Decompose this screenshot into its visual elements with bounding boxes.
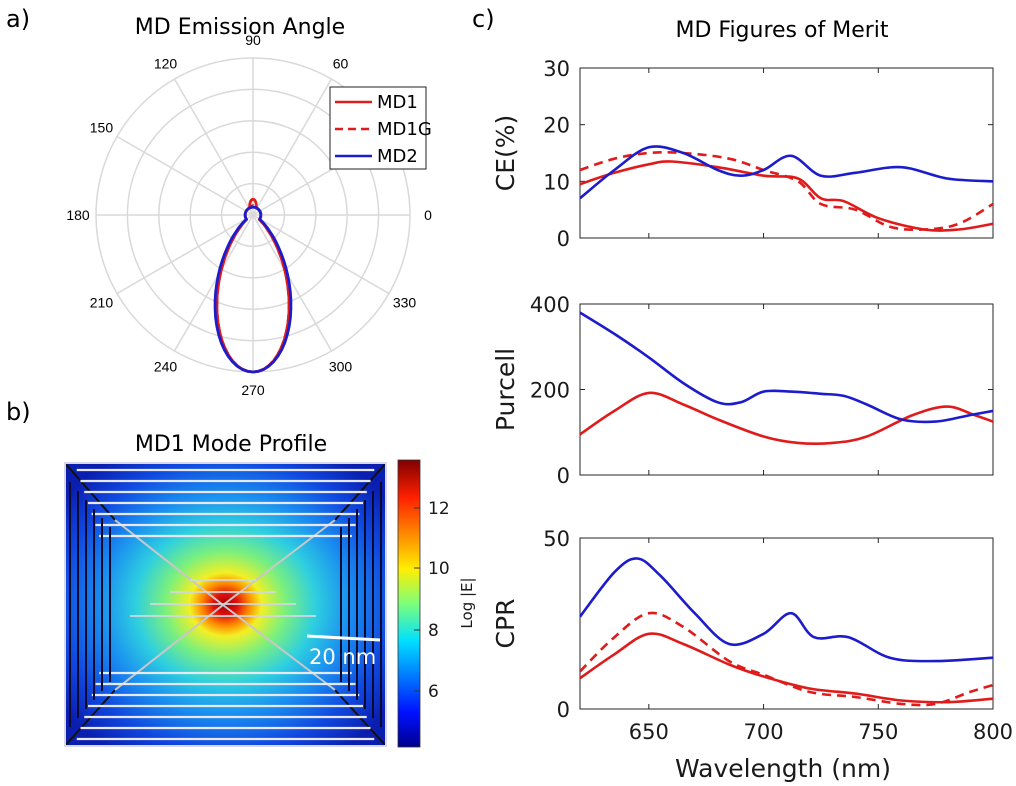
x-tick-label: 700: [744, 720, 784, 744]
polar-spoke: [252, 78, 333, 216]
panel-label-a: a): [6, 5, 30, 33]
structure-edge: [334, 689, 387, 747]
y-tick-label: 0: [557, 464, 570, 488]
series-line-md1: [580, 160, 993, 232]
polar-spoke: [116, 214, 254, 295]
polar-series-md2: [213, 205, 293, 374]
polar-tick-label: 150: [90, 120, 114, 136]
series-group: [580, 557, 993, 707]
polar-tick-label: 180: [66, 207, 90, 223]
y-tick-label: 50: [543, 527, 570, 551]
polar-curves: [213, 197, 293, 374]
y-axis-label: CPR: [491, 599, 520, 649]
scale-bar-label: 20 nm: [309, 645, 376, 669]
polar-legend: MD1 MD1G MD2: [329, 86, 432, 170]
panel-cpr: 50 0 650 700 750 800 CPR: [491, 527, 1013, 744]
fom-title: MD Figures of Merit: [675, 18, 888, 43]
series-group: [580, 145, 993, 232]
polar-tick-label: 120: [154, 55, 178, 71]
polar-spoke: [173, 214, 254, 352]
legend-label-md1: MD1: [377, 92, 418, 113]
panel-purcell: 400 200 0 Purcell: [491, 293, 994, 488]
structure-edge: [222, 519, 336, 606]
polar-tick-label: 270: [241, 382, 265, 398]
polar-tick-label: 60: [333, 55, 349, 71]
plot-frame: [579, 537, 994, 710]
structure-edge: [222, 604, 336, 691]
y-tick-label: 30: [543, 57, 570, 81]
y-axis-label: CE(%): [491, 115, 520, 192]
mode-profile-title: MD1 Mode Profile: [135, 432, 327, 457]
legend-label-md2: MD2: [377, 146, 418, 167]
series-line-md2: [580, 557, 993, 663]
colorbar-label: Log |E|: [458, 577, 476, 628]
structure-boundary: [64, 462, 387, 747]
series-line-md1g: [580, 151, 993, 232]
series-line-md2: [580, 311, 993, 424]
y-tick-label: 400: [530, 293, 570, 317]
series-line-md1: [580, 632, 993, 704]
plot-frame: [579, 67, 994, 239]
colorbar-tick-label: 6: [428, 682, 439, 702]
series-line-md1g: [580, 611, 993, 707]
nanostructure-outline: [64, 462, 387, 747]
x-tick-label: 650: [629, 720, 669, 744]
polar-spoke: [173, 78, 254, 216]
y-axis-label: Purcell: [491, 348, 520, 431]
structure-edge: [114, 604, 224, 691]
polar-tick-label: 330: [393, 295, 417, 311]
structure-edge: [64, 689, 116, 747]
x-axis-label: Wavelength (nm): [675, 754, 891, 783]
colorbar: [397, 459, 421, 748]
figures-of-merit: 30 20 10 0 CE(%) 400 200 0 Purcell 50 0 650 700 750 80…: [491, 57, 1013, 744]
y-tick-label: 0: [557, 227, 570, 251]
plot-frame: [579, 303, 994, 476]
x-tick-label: 750: [858, 720, 898, 744]
polar-spoke: [252, 214, 390, 295]
y-tick-label: 0: [557, 698, 570, 722]
polar-tick-label: 210: [90, 295, 114, 311]
polar-spoke: [116, 135, 254, 216]
polar-tick-label: 300: [329, 359, 353, 375]
y-tick-label: 10: [543, 170, 570, 194]
y-tick-label: 200: [530, 379, 570, 403]
scale-bar: [306, 634, 381, 642]
series-line-md1: [580, 391, 993, 446]
legend-label-md1g: MD1G: [377, 119, 432, 140]
polar-title: MD Emission Angle: [135, 15, 345, 40]
colorbar-ticks: 12 10 8 6: [414, 499, 450, 702]
polar-tick-label: 0: [424, 207, 432, 223]
panel-ce: 30 20 10 0 CE(%): [491, 57, 994, 251]
polar-grid: [95, 57, 411, 373]
polar-spoke: [252, 214, 333, 352]
polar-angle-ticks: 0306090120150180210240270300330: [66, 32, 432, 398]
polar-chart: MD Emission Angle 0306090120150180210240…: [66, 15, 432, 398]
panel-label-c: c): [472, 5, 495, 33]
structure-edge: [114, 519, 224, 606]
colorbar-tick-label: 10: [428, 559, 450, 579]
colorbar-tick-label: 8: [428, 621, 439, 641]
panel-label-b: b): [6, 398, 31, 426]
x-tick-label: 800: [973, 720, 1013, 744]
colorbar-tick-label: 12: [428, 499, 450, 519]
y-tick-label: 20: [543, 114, 570, 138]
series-line-md2: [580, 145, 993, 200]
polar-tick-label: 90: [245, 32, 261, 48]
mode-profile: MD1 Mode Profile: [64, 432, 476, 748]
series-group: [580, 311, 993, 446]
polar-tick-label: 240: [154, 359, 178, 375]
